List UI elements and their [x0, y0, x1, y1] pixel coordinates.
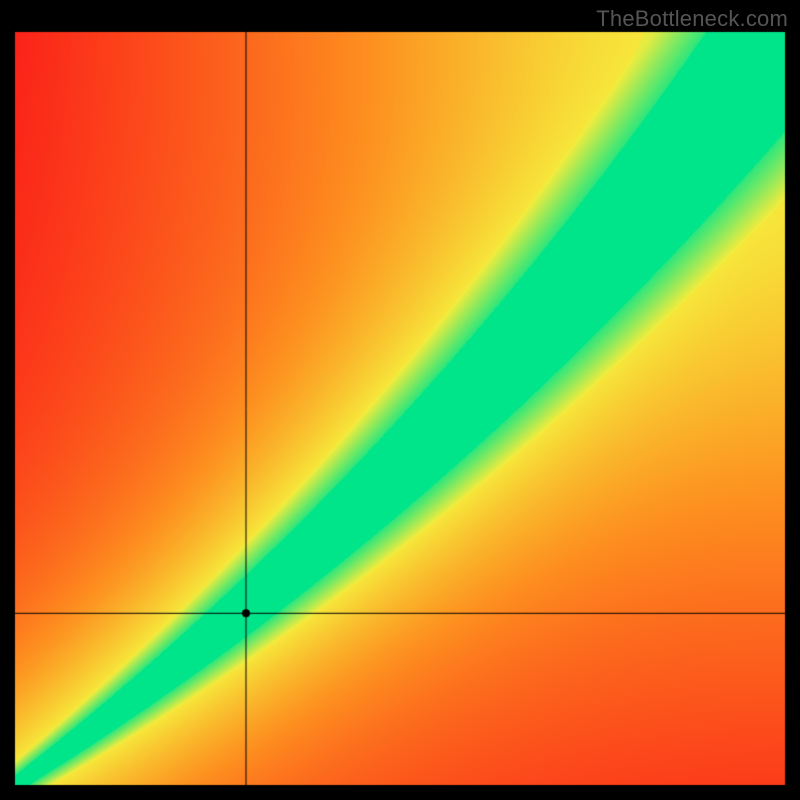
watermark-text: TheBottleneck.com	[596, 6, 788, 32]
root: TheBottleneck.com	[0, 0, 800, 800]
heatmap-canvas	[0, 0, 800, 800]
